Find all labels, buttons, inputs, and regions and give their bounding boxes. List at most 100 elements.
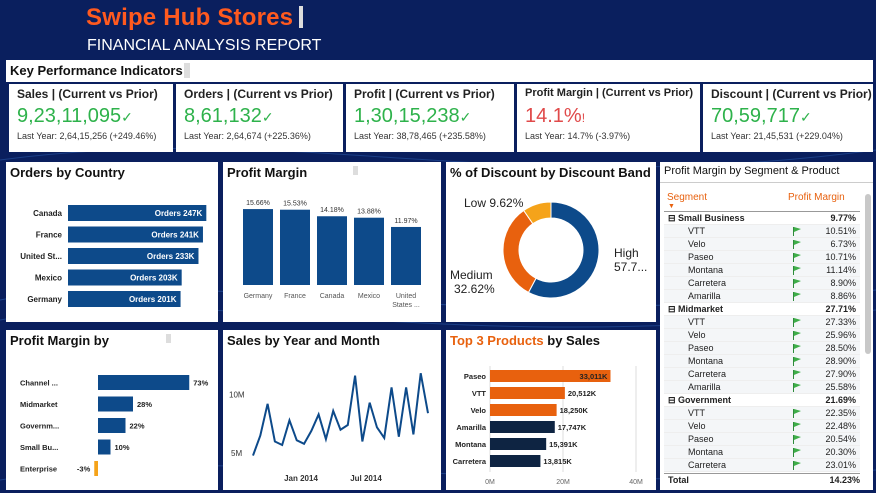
category-label: States ... bbox=[392, 302, 420, 309]
kpi-section-title: Key Performance Indicators bbox=[10, 63, 183, 78]
bar bbox=[98, 375, 190, 390]
orders-by-country-chart: Canada Orders 247K France Orders 241K United… bbox=[20, 205, 207, 307]
profit-margin-value: 27.71% bbox=[825, 304, 856, 314]
bar bbox=[98, 396, 133, 412]
profit-margin-chart: 15.66% Germany 15.53% France 14.18% Canada 13.… bbox=[243, 200, 421, 309]
profit-margin-panel[interactable]: Profit Margin 15.66% Germany 15.53% France 1… bbox=[223, 162, 441, 322]
kpi-title: Profit | (Current vs Prior) bbox=[354, 87, 495, 101]
profit-margin-value: 28.90% bbox=[825, 356, 856, 366]
product-name: Amarilla bbox=[688, 382, 721, 392]
segment-name: ⊟ Government bbox=[668, 395, 732, 405]
product-row[interactable]: Carretera 8.90% bbox=[664, 277, 860, 290]
sales-line bbox=[252, 373, 429, 456]
panel-title: Top 3 Products by Sales bbox=[450, 333, 600, 348]
discount-band-panel[interactable]: % of Discount by Discount Band High 57.7.… bbox=[446, 162, 656, 322]
product-row[interactable]: Paseo 20.54% bbox=[664, 433, 860, 446]
flag-icon bbox=[793, 409, 801, 418]
category-label: Montana bbox=[455, 440, 487, 449]
profit-margin-segment-panel[interactable]: Profit Margin by Channel ... 73% Midmarket… bbox=[6, 330, 218, 490]
panel-title: Orders by Country bbox=[10, 165, 125, 180]
product-name: Velo bbox=[688, 330, 706, 340]
total-value: 14.23% bbox=[829, 475, 860, 485]
bar bbox=[490, 455, 541, 467]
segment-row[interactable]: ⊟ Midmarket 27.71% bbox=[664, 303, 860, 316]
column-header-profit-margin[interactable]: Profit Margin bbox=[788, 192, 845, 203]
category-label: Governm... bbox=[20, 422, 59, 431]
total-divider bbox=[664, 473, 860, 474]
warning-icon: ! bbox=[581, 111, 586, 125]
segment-row[interactable]: ⊟ Small Business 9.77% bbox=[664, 212, 860, 225]
product-row[interactable]: Montana 20.30% bbox=[664, 446, 860, 459]
product-row[interactable]: Velo 6.73% bbox=[664, 238, 860, 251]
table-scrollbar[interactable] bbox=[865, 194, 871, 354]
report-header: Swipe Hub Stores FINANCIAL ANALYSIS REPO… bbox=[0, 0, 876, 58]
panel-title: % of Discount by Discount Band bbox=[450, 165, 651, 180]
category-label: Velo bbox=[471, 406, 487, 415]
segment-product-table-panel[interactable]: Profit Margin by Segment & Product Segme… bbox=[660, 162, 873, 490]
check-icon: ✓ bbox=[799, 109, 812, 125]
kpi-title: Orders | (Current vs Prior) bbox=[184, 87, 333, 101]
bar bbox=[68, 291, 181, 307]
product-row[interactable]: Montana 28.90% bbox=[664, 355, 860, 368]
slice-label-medium: Medium bbox=[450, 268, 493, 282]
product-row[interactable]: Velo 22.48% bbox=[664, 420, 860, 433]
product-row[interactable]: Carretera 27.90% bbox=[664, 368, 860, 381]
orders-by-country-panel[interactable]: Orders by Country Canada Orders 247K Franc… bbox=[6, 162, 218, 322]
column-header-segment[interactable]: Segment bbox=[667, 192, 708, 203]
sort-desc-icon[interactable]: ▼ bbox=[668, 203, 675, 210]
product-row[interactable]: VTT 10.51% bbox=[664, 225, 860, 238]
kpi-card-orders[interactable]: Orders | (Current vs Prior) 8,61,132✓ La… bbox=[176, 84, 343, 152]
product-name: Paseo bbox=[688, 343, 714, 353]
data-label: 18,250K bbox=[560, 406, 589, 415]
kpi-last-year: Last Year: 2,64,15,256 (+249.46%) bbox=[17, 131, 157, 141]
product-row[interactable]: Paseo 10.71% bbox=[664, 251, 860, 264]
panel-title: Profit Margin by Segment & Product bbox=[664, 165, 840, 177]
kpi-title: Sales | (Current vs Prior) bbox=[17, 87, 158, 101]
data-label: 20,512K bbox=[568, 389, 597, 398]
data-label: 73% bbox=[193, 379, 208, 388]
product-row[interactable]: Montana 11.14% bbox=[664, 264, 860, 277]
kpi-value: 14.1%! bbox=[525, 105, 586, 127]
product-row[interactable]: Amarilla 25.58% bbox=[664, 381, 860, 394]
flag-icon bbox=[793, 331, 801, 340]
product-row[interactable]: Carretera 23.01% bbox=[664, 459, 860, 472]
flag-icon bbox=[793, 279, 801, 288]
category-label: Paseo bbox=[464, 372, 487, 381]
profit-margin-value: 25.96% bbox=[825, 330, 856, 340]
profit-margin-value: 11.14% bbox=[826, 265, 856, 275]
segment-name: ⊟ Small Business bbox=[668, 213, 745, 223]
data-label: 22% bbox=[130, 422, 145, 431]
data-label: Orders 247K bbox=[155, 209, 203, 218]
product-name: Montana bbox=[688, 447, 724, 457]
bar bbox=[490, 421, 555, 433]
product-row[interactable]: Velo 25.96% bbox=[664, 329, 860, 342]
flag-icon bbox=[793, 448, 801, 457]
product-row[interactable]: Amarilla 8.86% bbox=[664, 290, 860, 303]
product-row[interactable]: VTT 22.35% bbox=[664, 407, 860, 420]
header-marker bbox=[166, 334, 171, 343]
kpi-card-profit-margin[interactable]: Profit Margin | (Current vs Prior) 14.1%… bbox=[517, 84, 700, 152]
donut-slice bbox=[527, 201, 600, 299]
y-tick-label: 5M bbox=[231, 449, 242, 458]
segment-row[interactable]: ⊟ Government 21.69% bbox=[664, 394, 860, 407]
kpi-card-sales[interactable]: Sales | (Current vs Prior) 9,23,11,095✓ … bbox=[9, 84, 173, 152]
product-row[interactable]: VTT 27.33% bbox=[664, 316, 860, 329]
bar bbox=[68, 248, 199, 264]
sales-line-chart: 10M 5M Jan 2014 Jul 2014 bbox=[229, 373, 429, 483]
data-label: 15.66% bbox=[246, 200, 270, 207]
sales-year-month-panel[interactable]: Sales by Year and Month 10M 5M Jan 2014 Jul… bbox=[223, 330, 441, 490]
profit-margin-value: 6.73% bbox=[830, 239, 856, 249]
kpi-card-profit[interactable]: Profit | (Current vs Prior) 1,30,15,238✓… bbox=[346, 84, 514, 152]
donut-slice bbox=[523, 201, 552, 225]
kpi-last-year: Last Year: 38,78,465 (+235.58%) bbox=[354, 131, 486, 141]
flag-icon bbox=[793, 253, 801, 262]
kpi-card-discount[interactable]: Discount | (Current vs Prior) 70,59,717✓… bbox=[703, 84, 873, 152]
top-products-panel[interactable]: Top 3 Products by Sales 0M 20M 40M Paseo 33,… bbox=[446, 330, 656, 490]
product-row[interactable]: Paseo 28.50% bbox=[664, 342, 860, 355]
flag-icon bbox=[793, 435, 801, 444]
slice-value-high: 57.7... bbox=[614, 260, 647, 274]
product-name: VTT bbox=[688, 226, 705, 236]
bar bbox=[68, 205, 207, 221]
data-label: -3% bbox=[77, 465, 91, 474]
